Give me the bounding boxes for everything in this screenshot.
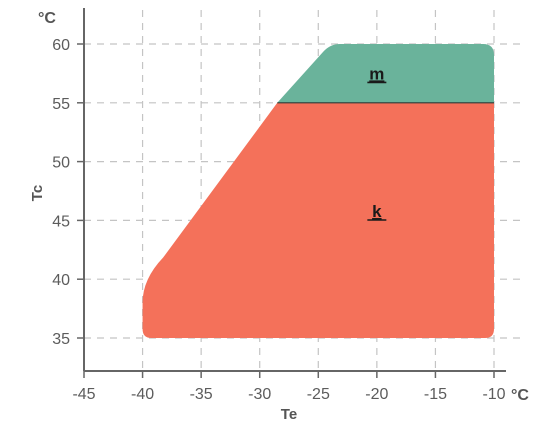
x-tick-label: -15 bbox=[424, 386, 447, 403]
region-labels: mk bbox=[367, 64, 387, 221]
x-tick-label: -40 bbox=[131, 386, 154, 403]
x-tick-label: -35 bbox=[190, 386, 213, 403]
x-axis-title: Te bbox=[281, 406, 297, 423]
x-tick-label: -20 bbox=[365, 386, 388, 403]
y-tick-label: 50 bbox=[52, 155, 70, 172]
x-axis-unit: °C bbox=[511, 387, 529, 404]
y-axis-unit: °C bbox=[38, 10, 56, 27]
y-axis-title: Tc bbox=[29, 185, 46, 201]
region-label-m: m bbox=[369, 64, 384, 83]
x-tick-label: -30 bbox=[248, 386, 271, 403]
y-tick-label: 45 bbox=[52, 213, 70, 230]
y-tick-label: 35 bbox=[52, 331, 70, 348]
region-m bbox=[277, 44, 494, 103]
region-k bbox=[142, 102, 495, 338]
y-tick-label: 40 bbox=[52, 272, 70, 289]
x-tick-label: -25 bbox=[307, 386, 330, 403]
x-tick-label: -45 bbox=[72, 386, 95, 403]
x-tick-label: -10 bbox=[482, 386, 505, 403]
y-tick-label: 60 bbox=[52, 37, 70, 54]
region-label-k: k bbox=[372, 202, 382, 221]
y-tick-label: 55 bbox=[52, 96, 70, 113]
tick-labels: -45 -40 -35 -30 -25 -20 -15 -10 35 40 45 50 55 60 bbox=[52, 37, 505, 403]
axes bbox=[77, 8, 506, 378]
chart-regions bbox=[142, 44, 495, 338]
